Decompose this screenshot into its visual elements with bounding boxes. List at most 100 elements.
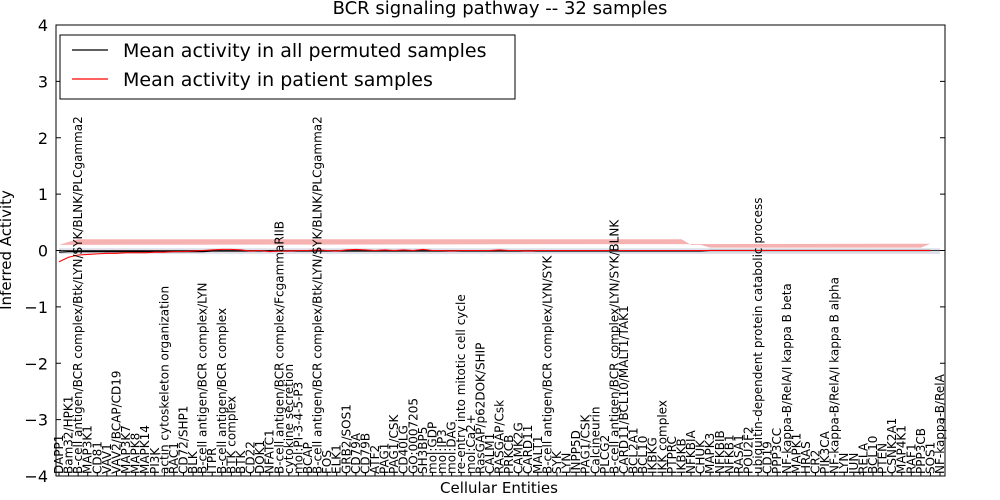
x-category-label: PAG1 [378,443,392,474]
x-category-label: MAP4K1 [895,425,909,474]
x-category-label: POU2F2 [741,426,755,474]
x-category-label: CD40LG [397,425,411,474]
y-tick-label: 3 [38,72,48,91]
x-category-label: LYN [837,453,851,474]
y-tick-label: 1 [38,185,48,204]
x-category-label: CR2 [809,450,823,474]
x-category-label: BCAP [301,442,315,474]
x-category-label: CD81 [90,441,104,474]
x-category-label: NFKBIA [684,429,698,474]
x-category-label: VAV1 [100,443,114,474]
x-category-label: BCL2A1 [627,427,641,474]
x-category-label: BTK complex [224,396,238,474]
plot-area [56,239,945,263]
x-category-label: ATF2 [368,445,382,474]
x-category-label: RAC1 [167,442,181,474]
x-category-label: MAPK8 [129,433,143,474]
y-axis: 4 3 2 1 0 −1 −2 −3 −4 [24,16,945,486]
x-category-label: BCL10 [866,436,880,474]
x-category-label: B-cell antigen/BCR complex [215,308,229,474]
x-category-label: B-cell antigen/BCR complex/LYN [196,282,210,474]
x-category-label: mol:IP3 [435,429,449,474]
y-tick-label: 4 [38,16,48,35]
chart-title: BCR signaling pathway -- 32 samples [333,0,668,19]
x-category-label: RASA1 [732,434,746,474]
x-category-label: MAP3K7 [119,425,133,474]
x-category-label: NFKB1 [722,434,736,474]
x-category-label: DOK1 [253,440,267,474]
x-category-label: B-cell antigen/BCR complex/LYN/SYK/BLNK [607,219,621,474]
x-category-label: MAPK3 [703,433,717,474]
x-category-label: RasGAP/p62DOK/SHIP [473,343,487,474]
x-category-label: NFATC1 [263,429,277,474]
y-tick-label: −4 [24,467,48,486]
x-category-label: PPP3CC [770,428,784,474]
x-category-label: CALM1 [483,433,497,474]
x-category-label: PI3K [148,447,162,474]
x-category-label: B-cell antigen/BCR complex/LYN/SYK [540,254,554,474]
patient-band [59,239,931,248]
x-category-label: RASGAP/Csk [493,400,507,474]
x-category-label: BLK [186,450,200,474]
x-category-label: JUN [847,453,861,475]
x-category-label: mol:Ca2+ [464,414,478,474]
x-category-label: NF-kappa-B/RelA [933,373,947,474]
x-category-label: NFKBIB [713,430,727,474]
x-category-label: SYK [550,450,564,474]
legend-box [59,34,516,100]
x-category-label: MAP3K1 [81,425,95,474]
x-category-label: MAPK14 [138,425,152,474]
x-category-label: CD22 [244,441,258,474]
x-category-label: IKK complex [655,400,669,474]
x-category-label: MAPK1 [789,433,803,474]
legend-label-permuted: Mean activity in all permuted samples [123,40,486,62]
x-category-label: actin cytoskeleton organization [157,286,171,474]
x-category-label: NF-kappa-B/RelA/I kappa B alpha [828,277,842,474]
x-category-label: CD19 [761,441,775,474]
series-line-patient [58,248,931,263]
x-axis-title: Cellular Entities [440,479,558,497]
x-category-label: mol:DAG [445,421,459,474]
x-category-label: PPP3CB [914,428,928,474]
x-category-label: Calcineurin [588,407,602,474]
x-category-label: CSNK2A1 [885,418,899,474]
x-category-label: PTPRC [665,436,679,474]
x-category-label: mol:PI-3-4-5-P3 [291,382,305,474]
x-category-label: PAG1/CSK [387,414,401,474]
x-category-label: re-entry into mitotic cell cycle [454,294,468,474]
x-category-label: CHUK [694,439,708,474]
x-category-label: PAG1/CSK [579,414,593,474]
x-category-label: CARD11 [521,425,535,474]
x-category-label: B-cell antigen/BCR complex/Btk/LYN/SYK/B… [311,116,325,474]
x-category-label: CD79A [349,432,363,474]
x-category-label: Bam32/HPK1 [62,396,76,474]
x-category-label: BCL10 [636,436,650,474]
x-category-label: PTEN [876,443,890,474]
y-tick-label: −3 [24,411,48,430]
x-category-label: cytokine secretion [282,364,296,474]
y-tick-label: −1 [24,298,48,317]
x-category-label: HRAS [799,441,813,474]
x-category-label: LYN [560,453,574,474]
x-category-label: VAV2/BCAP/CD19 [109,370,123,474]
x-category-label: RELA [856,442,870,474]
x-category-label: SOS1 [923,442,937,474]
x-category-label: MALT1 [531,435,545,474]
x-category-label: B-cell antigen/BCR complex/Btk/LYN/SYK/B… [71,116,85,474]
x-category-label: CARD11/BCL10/MALT1/TAK1 [617,305,631,474]
plot-frame [55,24,946,477]
y-axis-title: Inferred Activity [0,190,15,310]
x-category-label: RAF1 [904,443,918,474]
x-category-label: mol:GDP [425,422,439,474]
x-category-label: CD79B [358,433,372,474]
y-tick-label: 2 [38,129,48,148]
y-tick-label: 0 [38,242,48,261]
x-category-label: B-cell antigen/BCR complex/FcgammaRIIB [272,221,286,474]
y-tick-label: −2 [24,354,48,373]
x-category-label: FOS [320,450,334,474]
x-category-label: CAMK2G [512,422,526,474]
x-category-label: IKBKB [674,438,688,474]
x-category-label: BTK [234,449,248,474]
